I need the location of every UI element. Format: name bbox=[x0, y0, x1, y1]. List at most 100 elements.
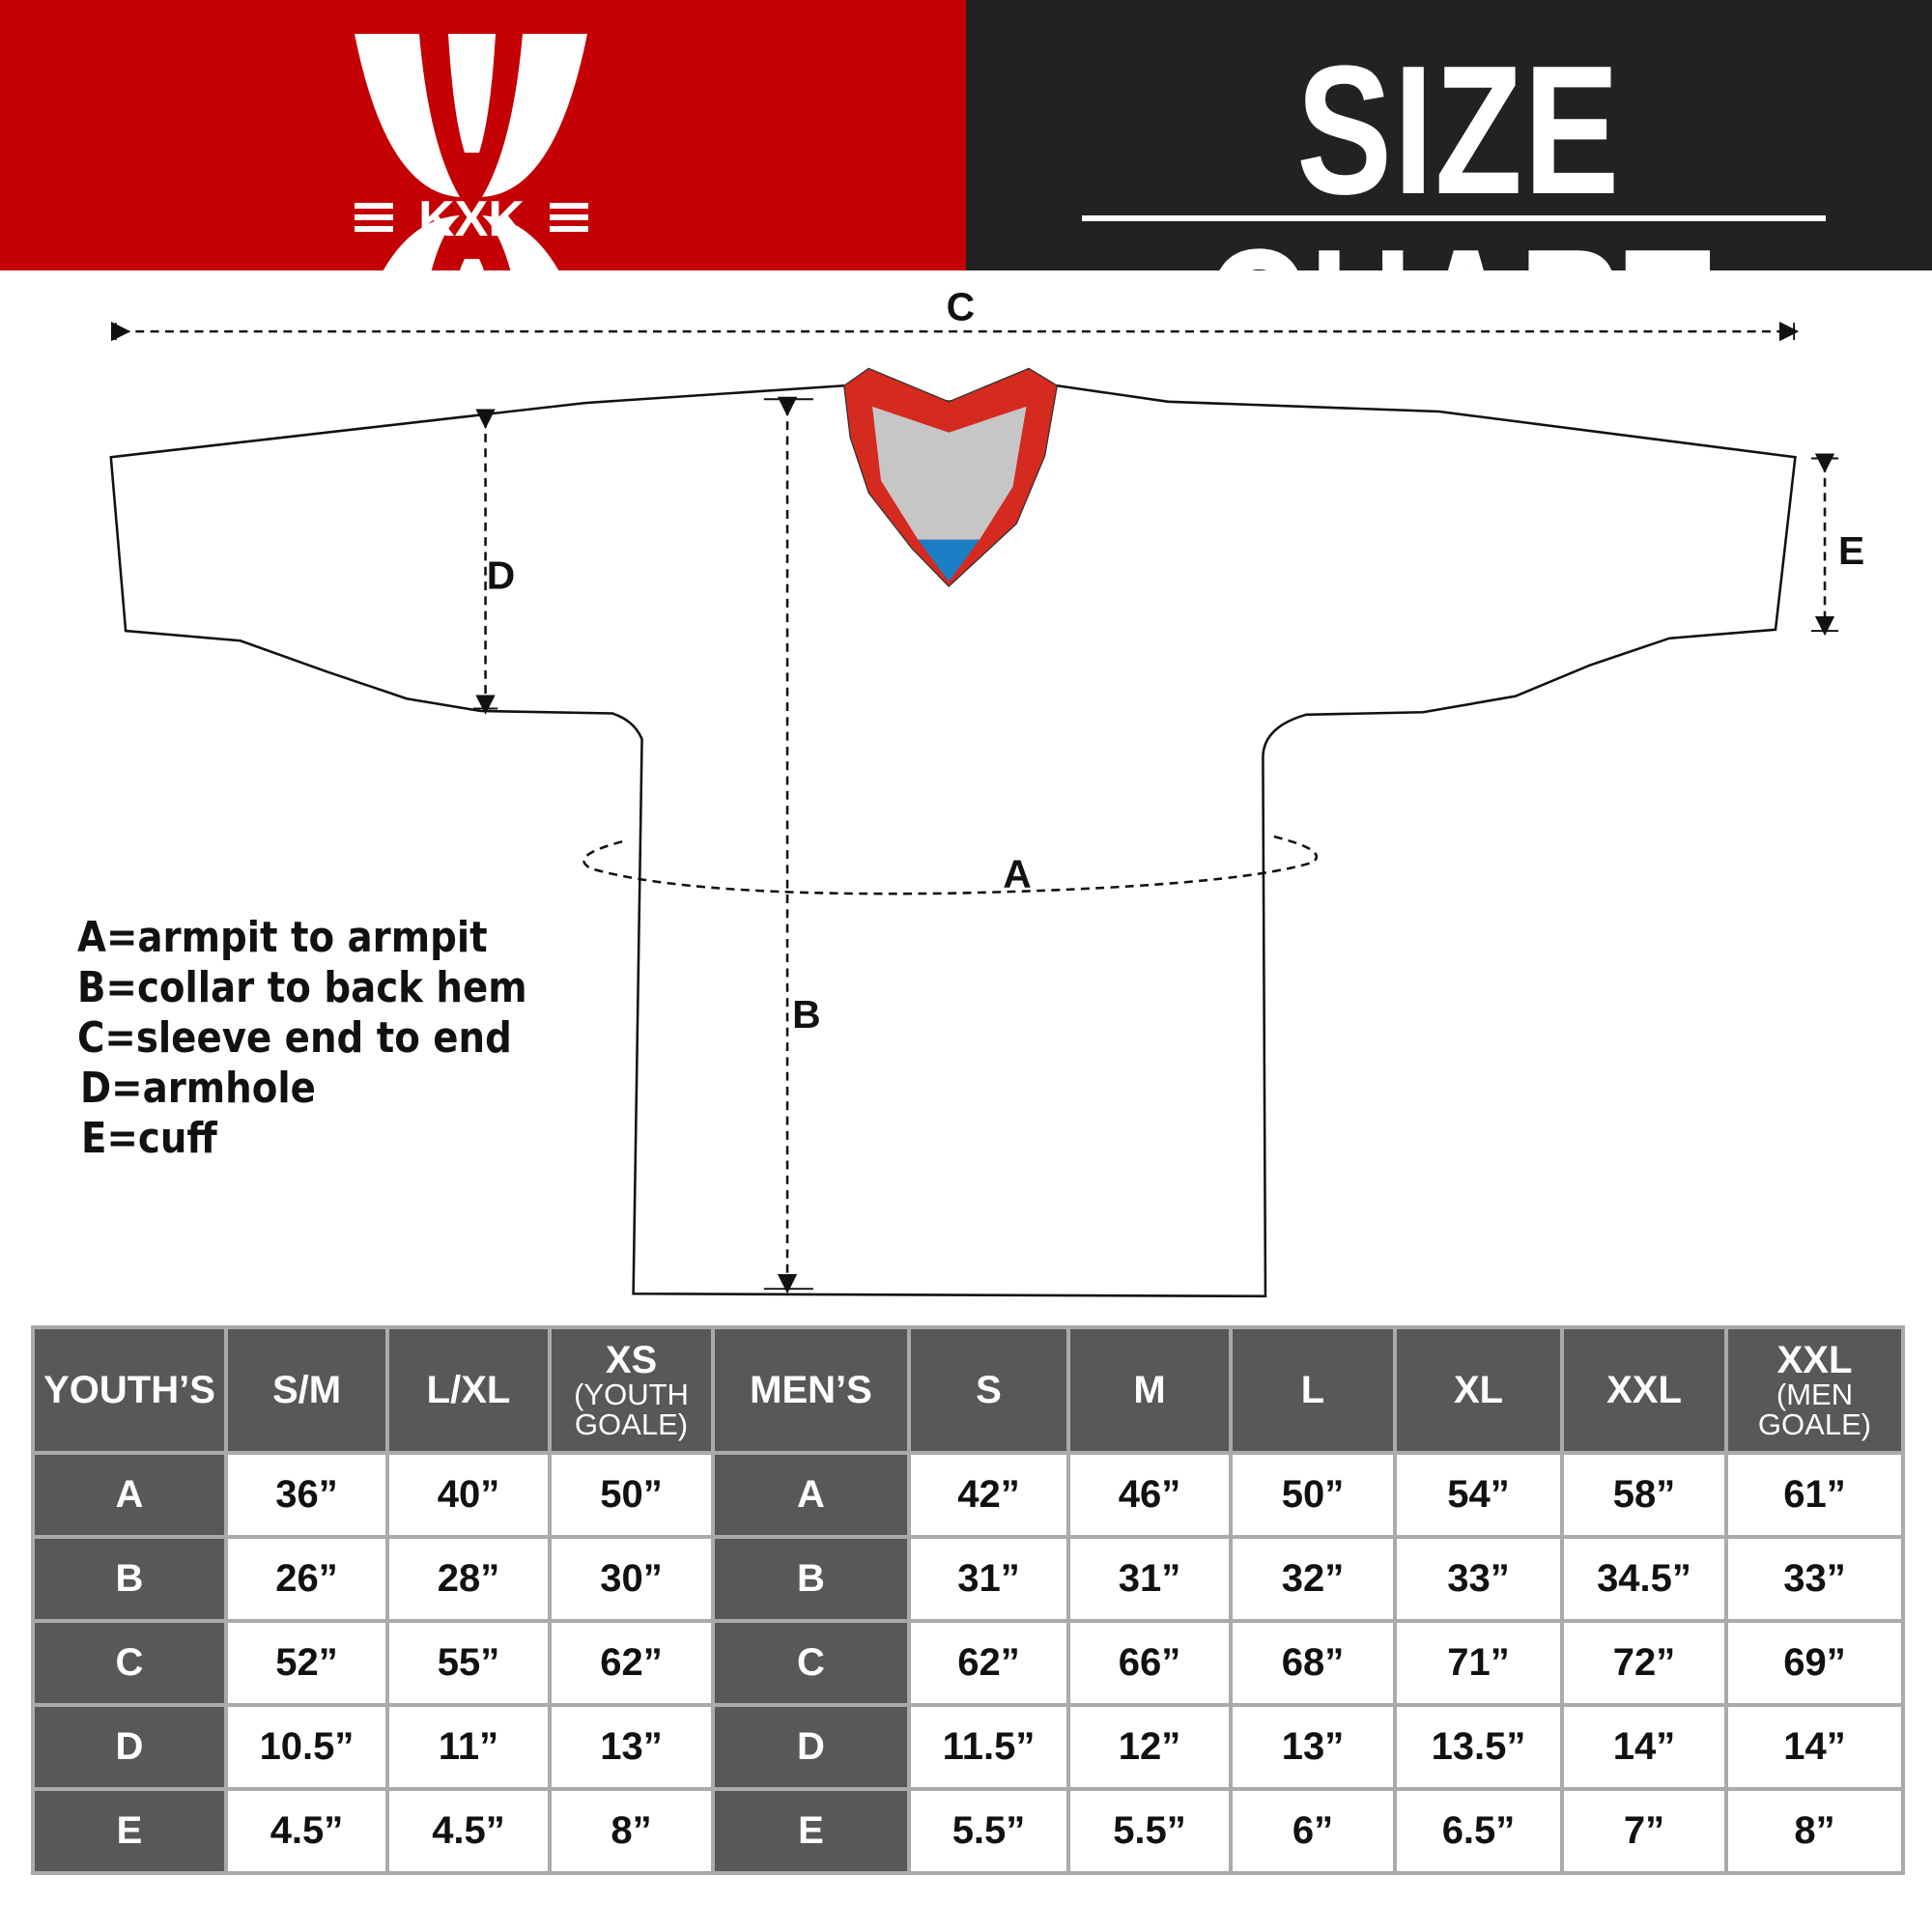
table-row: E 4.5” 4.5” 8” E 5.5” 5.5” 6” 6.5” 7” 8” bbox=[31, 1787, 1905, 1875]
table-cell: 8” bbox=[548, 1787, 715, 1875]
table-cell: 71” bbox=[1393, 1619, 1564, 1707]
table-cell: 5.5” bbox=[1066, 1787, 1233, 1875]
header-main: XXL bbox=[1776, 1339, 1853, 1381]
table-cell: 33” bbox=[1393, 1535, 1564, 1623]
table-cell: 13” bbox=[1229, 1703, 1397, 1791]
table-cell: 52” bbox=[224, 1619, 389, 1707]
measurement-legend: A=armpit to armpit B=collar to back hem … bbox=[77, 913, 588, 1164]
row-label: D bbox=[31, 1703, 228, 1791]
table-cell: 7” bbox=[1560, 1787, 1728, 1875]
jersey-outline bbox=[109, 384, 1797, 1298]
column-header: XS (YOUTH GOALE) bbox=[548, 1325, 715, 1455]
measure-a-ellipse bbox=[582, 834, 1319, 895]
column-header: XXL (MEN GOALE) bbox=[1724, 1325, 1905, 1455]
header-main: L/XL bbox=[426, 1369, 511, 1411]
table-cell: 54” bbox=[1393, 1451, 1564, 1539]
table-cell: 32” bbox=[1229, 1535, 1397, 1623]
row-label: B bbox=[711, 1535, 911, 1623]
table-cell: 68” bbox=[1229, 1619, 1397, 1707]
header-sub: (MEN GOALE) bbox=[1757, 1378, 1872, 1441]
table-cell: 28” bbox=[385, 1535, 552, 1623]
header-main: XXL bbox=[1606, 1369, 1682, 1411]
table-cell: 4.5” bbox=[224, 1787, 389, 1875]
table-cell: 11.5” bbox=[907, 1703, 1070, 1791]
legend-item: B=collar to back hem bbox=[77, 963, 527, 1012]
table-cell: 61” bbox=[1724, 1451, 1905, 1539]
table-row: D 10.5” 11” 13” D 11.5” 12” 13” 13.5” 14” 14” bbox=[31, 1703, 1905, 1791]
header-main: XS bbox=[605, 1339, 658, 1381]
label-c: C bbox=[947, 285, 975, 329]
table-cell: 36” bbox=[224, 1451, 389, 1539]
column-header: L bbox=[1229, 1325, 1397, 1455]
table-cell: 8” bbox=[1724, 1787, 1905, 1875]
row-label: E bbox=[711, 1787, 911, 1875]
table-cell: 12” bbox=[1066, 1703, 1233, 1791]
table-cell: 55” bbox=[385, 1619, 552, 1707]
header-main: MEN’S bbox=[750, 1369, 872, 1411]
row-label: E bbox=[31, 1787, 228, 1875]
table-cell: 6.5” bbox=[1393, 1787, 1564, 1875]
column-header: MEN’S bbox=[711, 1325, 911, 1455]
column-header: M bbox=[1066, 1325, 1233, 1455]
table-cell: 72” bbox=[1560, 1619, 1728, 1707]
label-e: E bbox=[1838, 528, 1864, 573]
table-cell: 30” bbox=[548, 1535, 715, 1623]
legend-item: E=cuff bbox=[81, 1114, 217, 1163]
column-header: S bbox=[907, 1325, 1070, 1455]
table-cell: 13.5” bbox=[1393, 1703, 1564, 1791]
table-cell: 5.5” bbox=[907, 1787, 1070, 1875]
table-cell: 11” bbox=[385, 1703, 552, 1791]
header-main: S bbox=[976, 1369, 1002, 1411]
column-header: XXL bbox=[1560, 1325, 1728, 1455]
header-main: XL bbox=[1453, 1369, 1504, 1411]
table-row: B 26” 28” 30” B 31” 31” 32” 33” 34.5” 33” bbox=[31, 1535, 1905, 1623]
table-row: C 52” 55” 62” C 62” 66” 68” 71” 72” 69” bbox=[31, 1619, 1905, 1707]
header-title-panel bbox=[966, 0, 1932, 270]
table-cell: 50” bbox=[548, 1451, 715, 1539]
table-cell: 40” bbox=[385, 1451, 552, 1539]
header-main: L bbox=[1300, 1369, 1325, 1411]
table-cell: 4.5” bbox=[385, 1787, 552, 1875]
table-cell: 33” bbox=[1724, 1535, 1905, 1623]
table-cell: 14” bbox=[1560, 1703, 1728, 1791]
legend-item: C=sleeve end to end bbox=[77, 1013, 512, 1063]
row-label: D bbox=[711, 1703, 911, 1791]
column-header: XL bbox=[1393, 1325, 1564, 1455]
table-cell: 46” bbox=[1066, 1451, 1233, 1539]
header-brand-panel: KXK bbox=[0, 0, 966, 346]
table-cell: 14” bbox=[1724, 1703, 1905, 1791]
header-sub: (YOUTH GOALE) bbox=[574, 1378, 689, 1441]
table-cell: 58” bbox=[1560, 1451, 1728, 1539]
label-d: D bbox=[487, 554, 515, 598]
row-label: C bbox=[711, 1619, 911, 1707]
row-label: C bbox=[31, 1619, 228, 1707]
row-label: A bbox=[31, 1451, 228, 1539]
collar-tag bbox=[918, 539, 980, 582]
legend-item: A=armpit to armpit bbox=[77, 913, 488, 962]
table-cell: 6” bbox=[1229, 1787, 1397, 1875]
header-main: YOUTH’S bbox=[43, 1369, 215, 1411]
table-cell: 66” bbox=[1066, 1619, 1233, 1707]
label-b: B bbox=[792, 992, 820, 1037]
column-header: YOUTH’S bbox=[31, 1325, 228, 1455]
label-a: A bbox=[1003, 851, 1031, 895]
row-label: B bbox=[31, 1535, 228, 1623]
collar-inner bbox=[872, 406, 1027, 540]
legend-item: D=armhole bbox=[80, 1064, 316, 1113]
table-cell: 31” bbox=[907, 1535, 1070, 1623]
page-title: SIZE CHART bbox=[1204, 28, 1714, 416]
table-cell: 62” bbox=[907, 1619, 1070, 1707]
logo-wordmark: KXK bbox=[418, 191, 525, 247]
table-cell: 42” bbox=[907, 1451, 1070, 1539]
title-underline bbox=[1082, 215, 1826, 221]
table-cell: 34.5” bbox=[1560, 1535, 1728, 1623]
header-main: S/M bbox=[271, 1369, 342, 1411]
size-table: YOUTH’S S/M L/XL XS (YOUTH GOALE) MEN’S S M L XL X… bbox=[31, 1325, 1905, 1875]
table-cell: 13” bbox=[548, 1703, 715, 1791]
row-label: A bbox=[711, 1451, 911, 1539]
table-row: A 36” 40” 50” A 42” 46” 50” 54” 58” 61” bbox=[31, 1451, 1905, 1539]
table-cell: 69” bbox=[1724, 1619, 1905, 1707]
table-cell: 31” bbox=[1066, 1535, 1233, 1623]
column-header: L/XL bbox=[385, 1325, 552, 1455]
